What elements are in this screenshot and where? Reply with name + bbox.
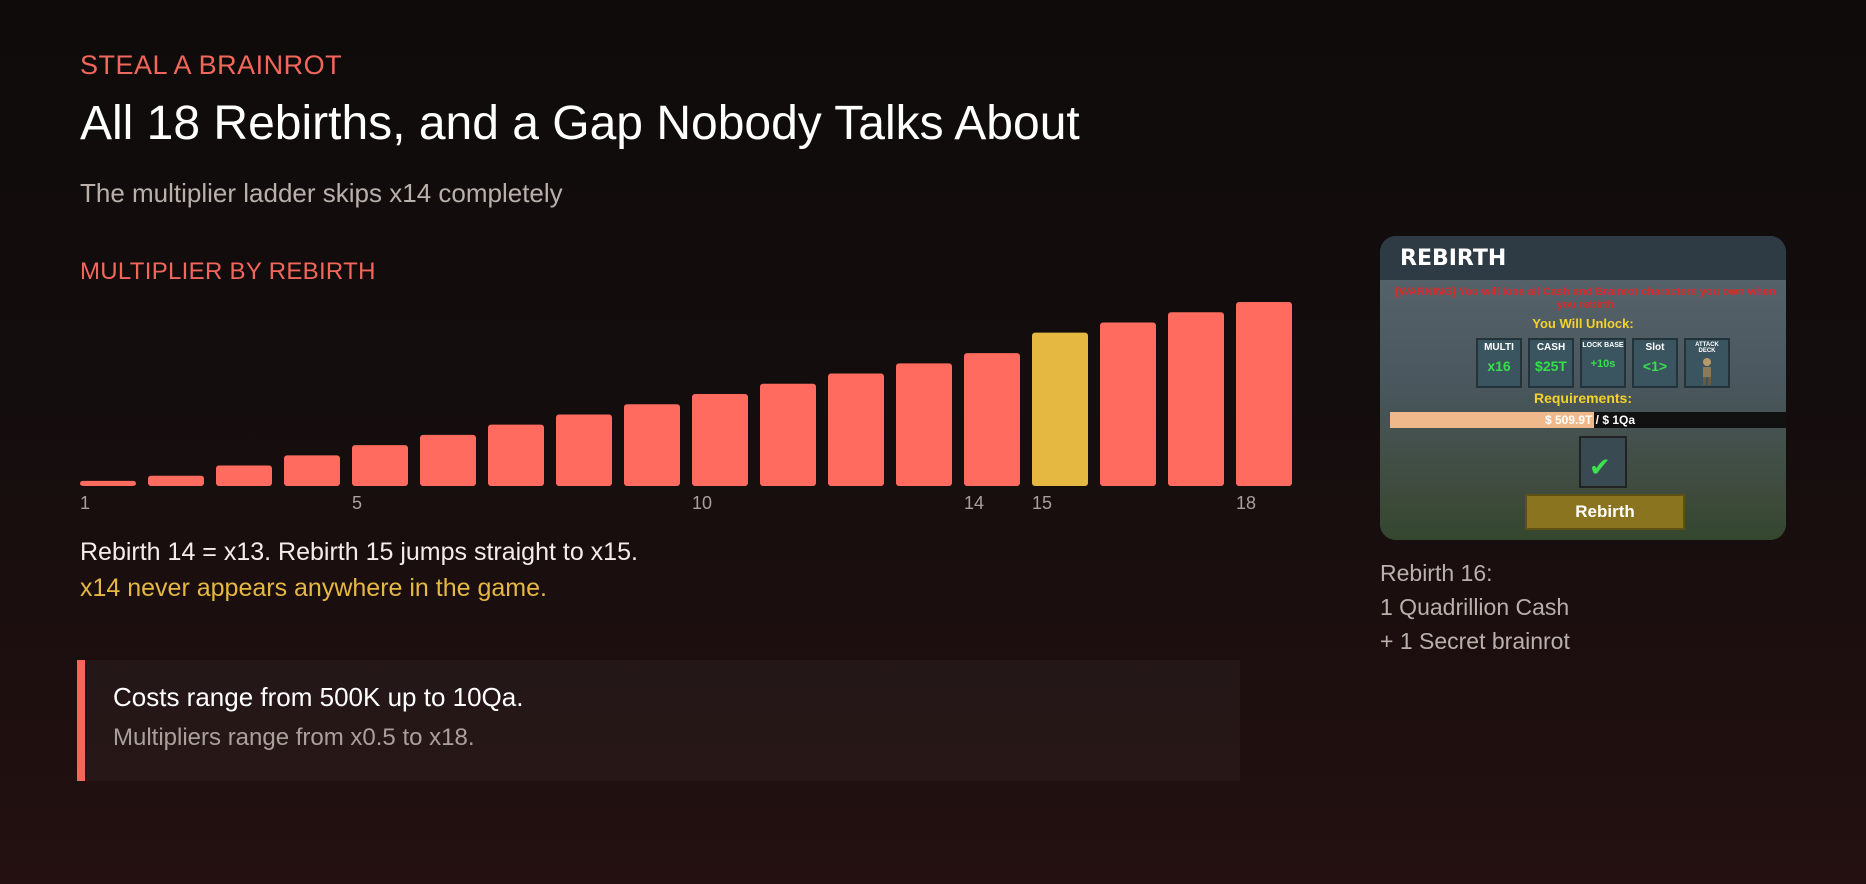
page-title: All 18 Rebirths, and a Gap Nobody Talks … <box>80 97 1080 150</box>
screenshot-rebirth-button: Rebirth <box>1525 494 1685 530</box>
screenshot-header <box>1380 236 1786 280</box>
bar-rebirth-12 <box>828 373 884 486</box>
screenshot-progress-bar: $ 509.9T / $ 1Qa <box>1390 412 1786 428</box>
unlock-tile-multi: MULTI x16 <box>1476 338 1522 388</box>
x-tick-label: 15 <box>1032 493 1052 513</box>
unlock-tile-value: $25T <box>1535 358 1567 374</box>
x-tick-label: 14 <box>964 493 984 513</box>
x-tick-label: 1 <box>80 493 90 513</box>
unlock-tile-label: Slot <box>1645 342 1665 353</box>
character-icon <box>1703 358 1711 385</box>
note-line-1: Rebirth 14 = x13. Rebirth 15 jumps strai… <box>80 538 638 566</box>
bar-rebirth-3 <box>216 465 272 486</box>
checkmark-icon: ✔ <box>1589 452 1611 482</box>
bar-rebirth-4 <box>284 455 340 486</box>
screenshot-title: REBIRTH <box>1400 246 1507 271</box>
callout-main-text: Costs range from 500K up to 10Qa. <box>113 682 524 712</box>
bar-rebirth-5 <box>352 445 408 486</box>
screenshot-requirements-label: Requirements: <box>1533 390 1633 406</box>
unlock-tile-value: <1> <box>1642 358 1668 374</box>
bar-rebirth-10 <box>692 394 748 486</box>
unlock-tile-label: LOCK BASE <box>1582 342 1624 349</box>
bar-rebirth-6 <box>420 434 476 486</box>
multiplier-bar-chart: 1 5 10 14 15 18 <box>80 302 1292 513</box>
rebirth-screenshot: REBIRTH [WARNING] You will lose all Cash… <box>1380 236 1786 540</box>
kicker: STEAL A BRAINROT <box>80 50 343 80</box>
bar-rebirth-2 <box>148 475 204 486</box>
unlock-tile-value: x16 <box>1487 358 1511 374</box>
screenshot-required-item: ✔ <box>1579 436 1627 488</box>
bar-rebirth-8 <box>556 414 612 486</box>
screenshot-progress-text: $ 509.9T / $ 1Qa <box>1544 413 1636 427</box>
screenshot-progress-fill <box>1390 412 1594 428</box>
bar-rebirth-16 <box>1100 322 1156 486</box>
unlock-tile-slot: Slot <1> <box>1632 338 1678 388</box>
bar-rebirth-7 <box>488 424 544 486</box>
note-line-2: x14 never appears anywhere in the game. <box>80 574 547 602</box>
bar-rebirth-9 <box>624 404 680 486</box>
bar-rebirth-13 <box>896 363 952 486</box>
unlock-tile-cash: CASH $25T <box>1528 338 1574 388</box>
unlock-tile-lock-base: LOCK BASE +10s <box>1580 338 1626 388</box>
bar-rebirth-1 <box>80 480 136 486</box>
bar-rebirth-15 <box>1032 332 1088 486</box>
bar-rebirth-17 <box>1168 312 1224 486</box>
chart-section-label: MULTIPLIER BY REBIRTH <box>80 258 376 285</box>
screenshot-warning: [WARNING] You will lose all Cash and Bra… <box>1395 286 1776 311</box>
x-tick-label: 5 <box>352 493 362 513</box>
unlock-tile-label: ATTACK DECK <box>1695 342 1719 354</box>
bar-rebirth-18 <box>1236 302 1292 486</box>
page-subtitle: The multiplier ladder skips x14 complete… <box>80 178 563 208</box>
screenshot-unlock-label: You Will Unlock: <box>1532 316 1634 331</box>
reward-line-1: Rebirth 16: <box>1380 560 1493 586</box>
unlock-tile-attack-deck: ATTACK DECK <box>1684 338 1730 388</box>
unlock-tile-label: CASH <box>1536 342 1566 353</box>
bar-rebirth-11 <box>760 383 816 486</box>
reward-line-3: + 1 Secret brainrot <box>1380 628 1570 654</box>
unlock-tile-label: MULTI <box>1484 342 1514 353</box>
callout-sub-text: Multipliers range from x0.5 to x18. <box>113 724 475 751</box>
bar-rebirth-14 <box>964 353 1020 486</box>
reward-line-2: 1 Quadrillion Cash <box>1380 594 1570 620</box>
x-tick-label: 10 <box>692 493 712 513</box>
x-tick-label: 18 <box>1236 493 1256 513</box>
callout-box: Costs range from 500K up to 10Qa. Multip… <box>77 660 1240 781</box>
unlock-tile-value: +10s <box>1590 358 1616 370</box>
